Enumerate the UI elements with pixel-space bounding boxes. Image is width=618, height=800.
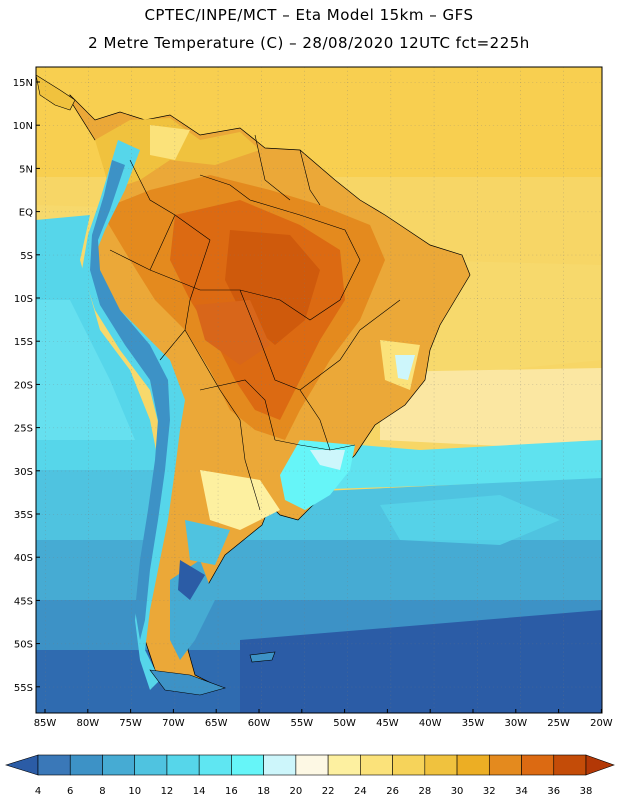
lon-label: 40W <box>419 718 442 729</box>
lat-label: 50S <box>14 640 33 651</box>
lat-label: 25S <box>14 424 33 435</box>
colorbar-label: 20 <box>290 786 303 797</box>
colorbar-swatch <box>488 754 522 776</box>
lat-label: 10N <box>13 121 33 132</box>
colorbar-swatch <box>69 754 103 776</box>
colorbar <box>4 754 615 776</box>
chart-title-line2: 2 Metre Temperature (C) – 28/08/2020 12U… <box>88 34 530 52</box>
lat-label: 5N <box>19 164 33 175</box>
longitude-labels: 85W 80W 75W 70W 65W 60W 55W 50W 45W 40W 35W 30W 25W 2… <box>34 709 613 729</box>
lon-label: 35W <box>462 718 485 729</box>
lat-label: 45S <box>14 596 33 607</box>
colorbar-swatch <box>295 754 329 776</box>
colorbar-swatch <box>521 754 555 776</box>
lon-label: 55W <box>290 718 313 729</box>
colorbar-swatch <box>263 754 297 776</box>
colorbar-swatch <box>37 754 71 776</box>
colorbar-swatch <box>424 754 458 776</box>
colorbar-label: 16 <box>225 786 238 797</box>
colorbar-swatch <box>392 754 426 776</box>
lat-label: 5S <box>20 251 33 262</box>
chart-title-line1: CPTEC/INPE/MCT – Eta Model 15km – GFS <box>144 6 474 24</box>
colorbar-swatch <box>198 754 232 776</box>
lon-label: 60W <box>248 718 271 729</box>
lat-label: EQ <box>19 208 33 219</box>
map-frame <box>35 66 603 714</box>
colorbar-label: 4 <box>35 786 41 797</box>
colorbar-label: 38 <box>580 786 593 797</box>
colorbar-label: 26 <box>386 786 399 797</box>
lon-label: 25W <box>547 718 570 729</box>
colorbar-label: 12 <box>161 786 174 797</box>
lat-label: 30S <box>14 467 33 478</box>
colorbar-label: 18 <box>257 786 270 797</box>
lat-label: 55S <box>14 683 33 694</box>
lon-label: 65W <box>205 718 228 729</box>
colorbar-label: 6 <box>67 786 73 797</box>
lon-label: 80W <box>76 718 99 729</box>
colorbar-label: 30 <box>451 786 464 797</box>
lat-label: 15N <box>13 78 33 89</box>
colorbar-arrow-high <box>585 754 615 776</box>
colorbar-swatch <box>166 754 200 776</box>
colorbar-swatch <box>360 754 393 776</box>
colorbar-swatch <box>231 754 264 776</box>
colorbar-swatch <box>456 754 490 776</box>
colorbar-label: 10 <box>128 786 141 797</box>
graticule <box>36 67 602 713</box>
colorbar-label: 22 <box>322 786 335 797</box>
lon-label: 20W <box>590 718 613 729</box>
lon-label: 75W <box>119 718 142 729</box>
colorbar-label: 28 <box>418 786 431 797</box>
lat-label: 35S <box>14 510 33 521</box>
lon-label: 30W <box>504 718 527 729</box>
lat-label: 10S <box>14 294 33 305</box>
colorbar-arrow-low <box>4 754 39 776</box>
lon-label: 85W <box>34 718 57 729</box>
colorbar-label: 14 <box>193 786 206 797</box>
lon-label: 70W <box>162 718 185 729</box>
colorbar-label: 36 <box>547 786 560 797</box>
colorbar-swatch <box>327 754 361 776</box>
colorbar-swatch <box>102 754 136 776</box>
lon-label: 50W <box>333 718 356 729</box>
colorbar-swatch <box>553 754 587 776</box>
colorbar-label: 32 <box>483 786 496 797</box>
lon-label: 45W <box>376 718 399 729</box>
lat-label: 20S <box>14 380 33 391</box>
colorbar-label: 24 <box>354 786 367 797</box>
colorbar-labels: 4 6 8 10 12 14 16 18 20 22 24 26 28 30 32 34 36 38 <box>35 786 593 797</box>
lat-label: 15S <box>14 337 33 348</box>
colorbar-swatch <box>134 754 168 776</box>
colorbar-label: 8 <box>99 786 105 797</box>
lat-label: 40S <box>14 553 33 564</box>
colorbar-label: 34 <box>515 786 528 797</box>
latitude-labels: 15N 10N 5N EQ 5S 10S 15S 20S 25S 30S 35S 40S 45S 50S 5… <box>13 78 40 694</box>
